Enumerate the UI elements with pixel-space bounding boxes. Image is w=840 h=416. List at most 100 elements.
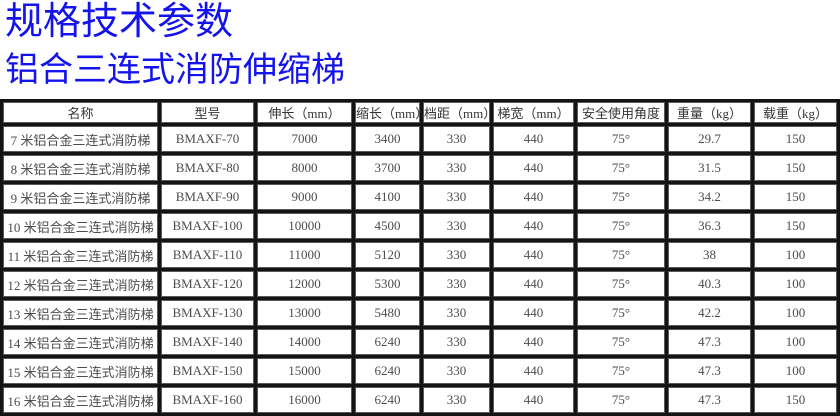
cell-extended-length: 13000 (257, 300, 352, 326)
cell-weight: 47.3 (668, 329, 751, 355)
header-cell-retracted-length: 缩长（mm） (355, 102, 420, 123)
table-row: 10 米铝合金三连式消防梯 BMAXF-100 10000 4500 330 440 75°… (3, 213, 837, 239)
cell-rung-spacing: 330 (423, 184, 490, 210)
cell-extended-length: 10000 (257, 213, 352, 239)
table-row: 7 米铝合金三连式消防梯 BMAXF-70 7000 3400 330 440 75° 29.… (3, 126, 837, 152)
cell-retracted-length: 6240 (355, 329, 420, 355)
cell-name: 11 米铝合金三连式消防梯 (3, 242, 158, 268)
cell-rung-spacing: 330 (423, 358, 490, 384)
cell-load-capacity: 150 (754, 213, 837, 239)
header-cell-name: 名称 (3, 102, 158, 123)
cell-model: BMAXF-100 (161, 213, 254, 239)
page-title: 规格技术参数 (5, 1, 234, 43)
cell-model: BMAXF-80 (161, 155, 254, 181)
cell-ladder-width: 440 (493, 155, 574, 181)
cell-extended-length: 15000 (257, 358, 352, 384)
cell-retracted-length: 3400 (355, 126, 420, 152)
table-row: 14 米铝合金三连式消防梯 BMAXF-140 14000 6240 330 440 75°… (3, 329, 837, 355)
header-cell-ladder-width: 梯宽（mm） (493, 102, 574, 123)
cell-weight: 36.3 (668, 213, 751, 239)
cell-load-capacity: 100 (754, 329, 837, 355)
header-cell-load-capacity: 载重（kg） (754, 102, 837, 123)
cell-safe-angle: 75° (577, 126, 665, 152)
cell-load-capacity: 150 (754, 387, 837, 413)
cell-ladder-width: 440 (493, 329, 574, 355)
cell-ladder-width: 440 (493, 387, 574, 413)
cell-safe-angle: 75° (577, 184, 665, 210)
cell-safe-angle: 75° (577, 300, 665, 326)
cell-model: BMAXF-120 (161, 271, 254, 297)
cell-name: 15 米铝合金三连式消防梯 (3, 358, 158, 384)
cell-extended-length: 8000 (257, 155, 352, 181)
cell-model: BMAXF-130 (161, 300, 254, 326)
cell-load-capacity: 100 (754, 242, 837, 268)
header-cell-safe-angle: 安全使用角度 (577, 102, 665, 123)
cell-rung-spacing: 330 (423, 126, 490, 152)
cell-rung-spacing: 330 (423, 329, 490, 355)
table-row: 12 米铝合金三连式消防梯 BMAXF-120 12000 5300 330 440 75°… (3, 271, 837, 297)
cell-retracted-length: 4100 (355, 184, 420, 210)
cell-extended-length: 9000 (257, 184, 352, 210)
table-row: 16 米铝合金三连式消防梯 BMAXF-160 16000 6240 330 440 75°… (3, 387, 837, 413)
cell-weight: 29.7 (668, 126, 751, 152)
cell-safe-angle: 75° (577, 329, 665, 355)
cell-retracted-length: 4500 (355, 213, 420, 239)
cell-retracted-length: 5120 (355, 242, 420, 268)
cell-ladder-width: 440 (493, 358, 574, 384)
cell-extended-length: 12000 (257, 271, 352, 297)
table-row: 13 米铝合金三连式消防梯 BMAXF-130 13000 5480 330 440 75°… (3, 300, 837, 326)
cell-weight: 47.3 (668, 358, 751, 384)
header-cell-extended-length: 伸长（mm） (257, 102, 352, 123)
table-row: 11 米铝合金三连式消防梯 BMAXF-110 11000 5120 330 440 75°… (3, 242, 837, 268)
cell-safe-angle: 75° (577, 213, 665, 239)
cell-weight: 31.5 (668, 155, 751, 181)
table-row: 8 米铝合金三连式消防梯 BMAXF-80 8000 3700 330 440 75° 31.… (3, 155, 837, 181)
cell-retracted-length: 6240 (355, 358, 420, 384)
cell-rung-spacing: 330 (423, 387, 490, 413)
cell-rung-spacing: 330 (423, 155, 490, 181)
cell-safe-angle: 75° (577, 358, 665, 384)
cell-rung-spacing: 330 (423, 271, 490, 297)
header-cell-weight: 重量（kg） (668, 102, 751, 123)
table-row: 15 米铝合金三连式消防梯 BMAXF-150 15000 6240 330 440 75°… (3, 358, 837, 384)
cell-load-capacity: 100 (754, 358, 837, 384)
spec-table-head: 名称型号伸长（mm）缩长（mm）档距（mm）梯宽（mm）安全使用角度重量（kg）… (3, 102, 837, 123)
cell-ladder-width: 440 (493, 126, 574, 152)
cell-safe-angle: 75° (577, 387, 665, 413)
cell-weight: 40.3 (668, 271, 751, 297)
spec-table: 名称型号伸长（mm）缩长（mm）档距（mm）梯宽（mm）安全使用角度重量（kg）… (0, 99, 840, 416)
cell-name: 9 米铝合金三连式消防梯 (3, 184, 158, 210)
cell-rung-spacing: 330 (423, 300, 490, 326)
cell-name: 10 米铝合金三连式消防梯 (3, 213, 158, 239)
cell-name: 14 米铝合金三连式消防梯 (3, 329, 158, 355)
cell-model: BMAXF-140 (161, 329, 254, 355)
cell-ladder-width: 440 (493, 184, 574, 210)
cell-load-capacity: 100 (754, 300, 837, 326)
cell-model: BMAXF-90 (161, 184, 254, 210)
cell-model: BMAXF-150 (161, 358, 254, 384)
cell-load-capacity: 100 (754, 271, 837, 297)
cell-name: 7 米铝合金三连式消防梯 (3, 126, 158, 152)
cell-ladder-width: 440 (493, 300, 574, 326)
header-cell-model: 型号 (161, 102, 254, 123)
table-header-row: 名称型号伸长（mm）缩长（mm）档距（mm）梯宽（mm）安全使用角度重量（kg）… (3, 102, 837, 123)
cell-name: 13 米铝合金三连式消防梯 (3, 300, 158, 326)
cell-rung-spacing: 330 (423, 213, 490, 239)
cell-retracted-length: 6240 (355, 387, 420, 413)
cell-rung-spacing: 330 (423, 242, 490, 268)
header-cell-rung-spacing: 档距（mm） (423, 102, 490, 123)
cell-safe-angle: 75° (577, 155, 665, 181)
cell-name: 16 米铝合金三连式消防梯 (3, 387, 158, 413)
cell-extended-length: 7000 (257, 126, 352, 152)
cell-safe-angle: 75° (577, 242, 665, 268)
cell-retracted-length: 3700 (355, 155, 420, 181)
spec-table-body: 7 米铝合金三连式消防梯 BMAXF-70 7000 3400 330 440 75° 29.… (3, 126, 837, 413)
cell-ladder-width: 440 (493, 242, 574, 268)
cell-load-capacity: 150 (754, 184, 837, 210)
cell-name: 8 米铝合金三连式消防梯 (3, 155, 158, 181)
cell-extended-length: 16000 (257, 387, 352, 413)
page-subtitle: 铝合三连式消防伸缩梯 (5, 52, 345, 89)
cell-retracted-length: 5480 (355, 300, 420, 326)
table-row: 9 米铝合金三连式消防梯 BMAXF-90 9000 4100 330 440 75° 34.… (3, 184, 837, 210)
cell-extended-length: 11000 (257, 242, 352, 268)
